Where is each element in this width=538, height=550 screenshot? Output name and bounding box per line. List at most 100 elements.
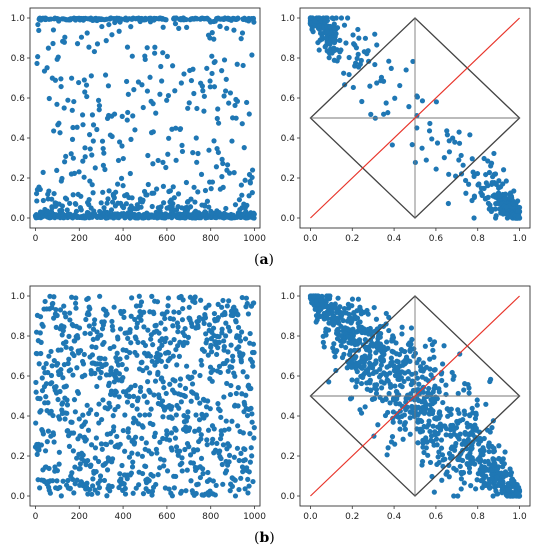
data-point bbox=[161, 463, 167, 469]
data-point bbox=[179, 468, 185, 474]
y-tick-label: 0.2 bbox=[281, 174, 295, 184]
data-point bbox=[475, 456, 481, 463]
data-point bbox=[71, 352, 77, 359]
data-point bbox=[106, 21, 112, 28]
data-point bbox=[151, 392, 157, 398]
data-point bbox=[184, 340, 190, 346]
data-point bbox=[118, 476, 124, 482]
data-point bbox=[206, 322, 212, 328]
data-point bbox=[111, 195, 117, 201]
data-point bbox=[358, 410, 365, 416]
x-tick-label: 0.4 bbox=[387, 234, 402, 244]
data-point bbox=[180, 305, 186, 312]
data-point bbox=[206, 147, 212, 153]
data-point bbox=[245, 311, 251, 317]
data-point bbox=[64, 410, 70, 416]
data-point bbox=[407, 431, 413, 437]
data-point bbox=[320, 339, 326, 345]
data-point bbox=[249, 52, 255, 58]
data-point bbox=[431, 354, 437, 360]
data-point bbox=[359, 98, 365, 105]
data-point bbox=[183, 488, 189, 494]
data-point bbox=[205, 352, 211, 358]
data-point bbox=[236, 486, 242, 493]
data-point bbox=[119, 462, 125, 469]
data-point bbox=[413, 370, 419, 376]
data-point bbox=[61, 105, 67, 111]
y-tick-label: 0.8 bbox=[281, 332, 296, 342]
data-point bbox=[41, 365, 47, 371]
data-point bbox=[71, 98, 77, 105]
data-point bbox=[66, 333, 72, 339]
data-point bbox=[58, 83, 64, 90]
axes: 0 200 400 600 800 1000 0.0 0.2 0.4 0.6 0.8 1.0 bbox=[11, 14, 267, 244]
data-point bbox=[199, 83, 205, 89]
data-point bbox=[366, 371, 372, 378]
data-point bbox=[108, 388, 115, 394]
data-point bbox=[194, 159, 200, 165]
data-point bbox=[185, 334, 191, 340]
data-point bbox=[220, 442, 227, 448]
x-tick-label: 0.2 bbox=[345, 234, 359, 244]
data-point bbox=[247, 459, 253, 465]
data-point bbox=[38, 350, 44, 357]
data-point bbox=[331, 21, 337, 27]
data-point bbox=[404, 404, 411, 410]
data-point bbox=[329, 50, 335, 56]
data-point bbox=[322, 19, 328, 26]
data-point bbox=[204, 437, 210, 443]
data-point bbox=[51, 190, 57, 197]
data-point bbox=[111, 424, 117, 430]
data-point bbox=[104, 467, 111, 473]
data-point bbox=[402, 426, 408, 432]
data-point bbox=[244, 99, 250, 106]
data-point bbox=[140, 424, 146, 430]
data-point bbox=[316, 15, 322, 21]
data-point bbox=[176, 405, 182, 411]
data-point bbox=[217, 436, 224, 442]
data-point bbox=[420, 444, 426, 450]
data-point bbox=[467, 412, 473, 418]
data-point bbox=[160, 379, 166, 385]
data-point bbox=[177, 382, 183, 388]
data-point bbox=[474, 397, 480, 403]
data-point bbox=[476, 441, 482, 447]
data-point bbox=[350, 84, 356, 91]
data-point bbox=[104, 200, 110, 206]
data-point bbox=[426, 385, 432, 392]
data-point bbox=[167, 188, 174, 194]
data-point bbox=[159, 78, 165, 84]
data-point bbox=[236, 457, 242, 464]
data-point bbox=[330, 315, 336, 321]
data-point bbox=[122, 448, 128, 454]
data-point bbox=[160, 183, 166, 189]
data-point bbox=[367, 348, 373, 354]
data-point bbox=[125, 109, 131, 116]
data-point bbox=[212, 492, 218, 498]
data-point bbox=[88, 442, 95, 448]
data-point bbox=[144, 399, 150, 405]
data-point bbox=[83, 437, 89, 443]
data-point bbox=[507, 194, 513, 200]
data-point bbox=[128, 384, 134, 390]
data-point bbox=[179, 317, 186, 323]
data-point bbox=[90, 336, 96, 343]
data-point bbox=[63, 339, 69, 345]
data-point bbox=[492, 171, 499, 177]
data-point bbox=[236, 197, 243, 203]
data-point bbox=[388, 355, 394, 361]
data-point bbox=[386, 314, 392, 320]
data-point bbox=[48, 372, 55, 379]
data-point bbox=[446, 149, 453, 155]
data-point bbox=[444, 132, 450, 138]
plot-frame bbox=[29, 285, 261, 507]
diagonal-line bbox=[310, 295, 520, 497]
data-point bbox=[354, 377, 360, 383]
data-point bbox=[233, 115, 239, 121]
data-point bbox=[434, 461, 440, 468]
y-tick-label: 0.2 bbox=[11, 174, 25, 184]
data-point bbox=[96, 102, 103, 109]
data-point bbox=[179, 148, 186, 155]
data-point bbox=[173, 346, 179, 353]
data-point bbox=[491, 458, 497, 464]
